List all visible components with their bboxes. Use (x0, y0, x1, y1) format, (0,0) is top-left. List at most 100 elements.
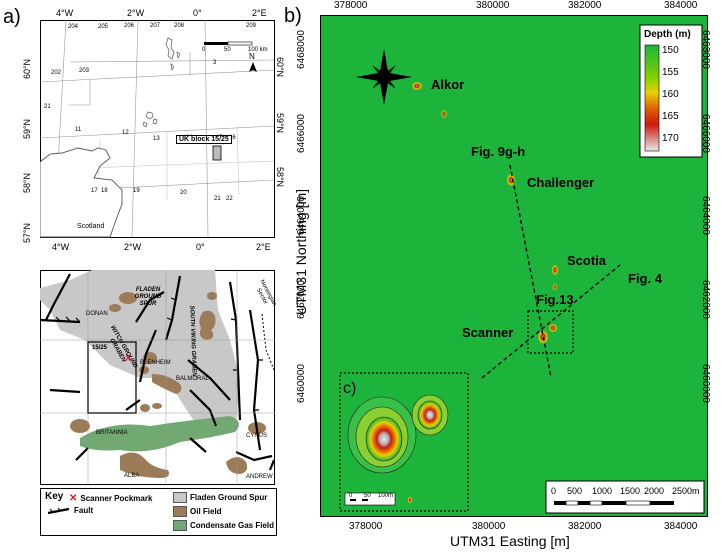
y-tick-right: 6462000 (699, 280, 711, 319)
block-number: 208 (174, 23, 185, 29)
lon-tick-top: 2°E (252, 8, 267, 18)
x-tick-top: 384000 (664, 0, 698, 11)
block-number: 16 (229, 135, 236, 141)
colorbar-tick: 155 (662, 67, 679, 78)
block-number: 209 (246, 23, 257, 29)
bathymetry-map (320, 15, 708, 517)
fladen-ground-spur-label: FLADEN GROUND SPUR (134, 287, 162, 307)
geological-inset-map (40, 270, 275, 485)
block-number: 11 (75, 127, 82, 133)
block-number: 3 (213, 60, 217, 66)
oil-field-label: ANDREW (246, 474, 273, 480)
scanner-label: Scanner (462, 325, 514, 340)
scale-tick: 0 (551, 486, 557, 496)
colorbar-title: Depth (m) (644, 29, 691, 40)
y-tick-right: 6468000 (699, 30, 711, 69)
lon-tick-bottom: 0° (196, 242, 205, 252)
legend-item-gas: Condensate Gas Field (173, 520, 274, 531)
block-number: 202 (51, 70, 62, 76)
block-15-25-label: 15/25 (92, 345, 108, 351)
panel-b-label: b) (284, 5, 302, 27)
scale-tick: 50 (224, 47, 231, 53)
lat-tick: 58°N (275, 166, 286, 188)
legend-item-scanner: ✕ Scanner Pockmark (69, 493, 153, 504)
block-number: 207 (150, 23, 161, 29)
oil-swatch-icon (173, 506, 187, 517)
north-arrow-label: N (249, 52, 255, 61)
legend-item-oil: Oil Field (173, 506, 222, 517)
x-tick-top: 382000 (568, 0, 602, 11)
fladen-swatch-icon (173, 492, 187, 503)
lon-tick-bottom: 2°W (124, 242, 142, 252)
x-tick-top: 380000 (476, 0, 510, 11)
block-number: 17 (91, 188, 98, 194)
lat-tick: 60°N (22, 58, 33, 80)
fault-icon (47, 507, 70, 514)
y-tick-right: 6464000 (699, 196, 711, 235)
challenger-label: Challenger (527, 175, 595, 190)
fig-13-label: Fig.13 (536, 292, 574, 307)
oil-field-label: DONAN (86, 311, 108, 317)
scotland-label: Scotland (77, 223, 105, 230)
panel-c-label: c) (343, 380, 357, 397)
oil-field-label: BRITANNIA (96, 430, 128, 436)
y-tick-right: 6466000 (699, 114, 711, 153)
fig-9gh-label: Fig. 9g-h (471, 144, 526, 159)
y-tick-left: 6466000 (295, 114, 307, 153)
colorbar-tick: 160 (662, 89, 679, 100)
uk-block-label: UK block 15/25 (176, 135, 232, 144)
lat-tick: 60°N (275, 56, 286, 78)
scale-tick: 500 (567, 486, 583, 496)
oil-field-label: ALBA (124, 473, 140, 479)
alkor-label: Alkor (431, 77, 465, 92)
block-number: 22 (226, 196, 233, 202)
block-number: 20 (180, 190, 187, 196)
inset-scale-tick: 100m (378, 493, 394, 499)
legend-key-title: Key (45, 491, 64, 502)
oil-field-label: CYRUS (246, 433, 268, 439)
y-tick-left: 6468000 (295, 30, 307, 69)
fig-4-label: Fig. 4 (628, 271, 662, 286)
lon-tick-bottom: 4°W (52, 242, 70, 252)
lon-tick-top: 2°W (127, 8, 145, 18)
regional-map (40, 20, 275, 238)
lon-tick-top: 4°W (56, 8, 74, 18)
y-tick-right: 6460000 (699, 364, 711, 403)
x-tick-bottom: 378000 (349, 521, 383, 532)
map-legend: Key ✕ Scanner Pockmark Fault Fladen Grou… (40, 488, 277, 536)
scale-tick: 100 km (248, 47, 268, 53)
block-number: 18 (101, 188, 108, 194)
block-number: 204 (68, 24, 79, 30)
x-tick-bottom: 380000 (472, 521, 506, 532)
legend-item-fault: Fault (47, 506, 93, 515)
colorbar-tick: 165 (662, 111, 679, 122)
panel-a-label: a) (3, 6, 21, 28)
block-number: 205 (98, 24, 109, 30)
x-marker-icon: ✕ (69, 493, 78, 504)
y-tick-left: 6460000 (295, 364, 307, 403)
block-number: 21 (214, 196, 221, 202)
lat-tick: 59°N (275, 112, 286, 134)
x-axis-label: UTM31 Easting [m] (450, 533, 570, 549)
lon-tick-top: 0° (193, 8, 202, 18)
scale-tick: 1000 (592, 486, 613, 496)
gas-swatch-icon (173, 520, 187, 531)
scale-tick: 2500m (672, 486, 700, 496)
colorbar-tick: 170 (662, 133, 679, 144)
y-axis-label: UTM31 Northing [m] (293, 188, 309, 315)
x-tick-bottom: 384000 (664, 521, 698, 532)
block-number: 13 (153, 136, 160, 142)
oil-field-label: BLENHEIM (140, 360, 171, 366)
block-number: 206 (124, 23, 135, 29)
lat-tick: 59°N (22, 118, 33, 140)
scanner-pockmark-marker: X (125, 353, 132, 363)
block-number: 12 (122, 130, 129, 136)
scale-tick: 1500 (620, 486, 641, 496)
scale-tick: 2000 (644, 486, 665, 496)
inset-scale-tick: 0 (349, 493, 353, 499)
lat-tick: 58°N (22, 172, 33, 194)
x-tick-top: 378000 (334, 0, 368, 11)
oil-field-label: BALMORAL (176, 376, 209, 382)
block-number: 19 (133, 188, 140, 194)
lon-tick-bottom: 2°E (256, 242, 271, 252)
